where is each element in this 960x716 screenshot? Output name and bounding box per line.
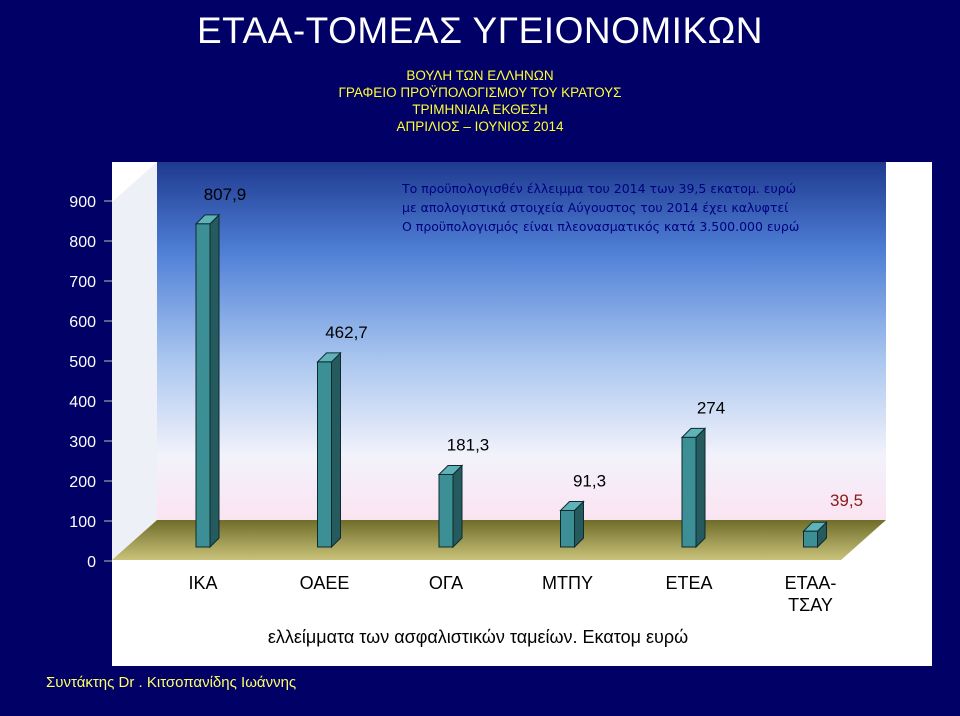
y-tick-label: 600: [69, 314, 96, 331]
chart-floor: [112, 520, 886, 560]
y-tick-label: 500: [69, 354, 96, 371]
bar-5: [680, 427, 707, 549]
annotation-line-3: Ο προϋπολογισμός είναι πλεονασματικός κα…: [402, 219, 799, 234]
y-tick-label: 200: [69, 474, 96, 491]
subtitle-line-period: ΑΠΡΙΛΙΟΣ – ΙΟΥΝΙΟΣ 2014: [396, 119, 564, 134]
bar-value-label: 181,3: [447, 435, 490, 454]
subtitle-line-budget-office: ΓΡΑΦΕΙΟ ΠΡΟΫΠΟΛΟΓΙΣΜΟΥ ΤΟΥ ΚΡΑΤΟΥΣ: [338, 85, 622, 100]
bar-3: [437, 464, 464, 549]
bar-front-face: [681, 436, 697, 548]
bar-side-face: [331, 351, 341, 549]
x-category-label: ΤΣΑΥ: [788, 595, 833, 615]
y-tick-label: 900: [69, 194, 96, 211]
bar-2: [316, 351, 342, 549]
annotation-line-2: με απολογιστικά στοιχεία Αύγουστος του 2…: [402, 200, 789, 215]
x-category-label: ΕΤΑΑ-: [785, 573, 837, 593]
subtitle-line-report: ΤΡΙΜΗΝΙΑΙΑ ΕΚΘΕΣΗ: [412, 102, 548, 117]
subtitle-line-parliament: ΒΟΥΛΗ ΤΩΝ ΕΛΛΗΝΩΝ: [406, 68, 554, 83]
bar-value-label: 462,7: [325, 323, 368, 342]
bar-front-face: [317, 361, 332, 548]
x-category-label: ΟΑΕΕ: [300, 573, 350, 593]
bar-1: [194, 213, 221, 549]
bar-value-label: 39,5: [830, 491, 863, 510]
y-tick-label: 300: [69, 434, 96, 451]
bar-front-face: [195, 223, 211, 548]
x-axis-title: ελλείμματα των ασφαλιστικών ταμείων. Εκα…: [268, 627, 688, 647]
x-category-label: ΙΚΑ: [188, 573, 217, 593]
chart-annotation: Το προϋπολογισθέν έλλειμμα του 2014 των …: [401, 181, 799, 234]
chart-back-wall: [157, 162, 886, 520]
bar-side-face: [209, 213, 220, 549]
y-tick-label: 0: [87, 554, 96, 571]
bar-front-face: [803, 530, 818, 548]
bar-value-label: 807,9: [204, 185, 247, 204]
bar-value-label: 91,3: [573, 471, 606, 490]
y-tick-label: 400: [69, 394, 96, 411]
bar-value-label: 274: [697, 398, 725, 417]
page-title: ΕΤΑΑ-ΤΟΜΕΑΣ ΥΓΕΙΟΝΟΜΙΚΩΝ: [196, 10, 764, 51]
x-category-label: ΕΤΕΑ: [665, 573, 712, 593]
chart-left-wall: [112, 162, 157, 560]
y-tick-label: 700: [69, 274, 96, 291]
y-axis: 0 100 200 300 400 500 600 700 800 900: [69, 194, 112, 571]
bar-side-face: [452, 464, 463, 549]
bars: [194, 213, 828, 549]
x-category-label: ΟΓΑ: [429, 573, 463, 593]
bar-front-face: [438, 473, 454, 548]
author-credit: Συντάκτης Dr . Κιτσοπανίδης Ιωάννης: [46, 674, 297, 691]
annotation-line-1: Το προϋπολογισθέν έλλειμμα του 2014 των …: [401, 181, 796, 196]
bar-value-labels: 807,9 462,7 181,3 91,3 274 39,5: [204, 185, 863, 510]
x-axis: ΙΚΑ ΟΑΕΕ ΟΓΑ ΜΤΠΥ ΕΤΕΑ ΕΤΑΑ-ΤΣΑΥ: [188, 573, 836, 615]
y-tick-label: 800: [69, 234, 96, 251]
x-category-label: ΜΤΠΥ: [542, 573, 593, 593]
bar-6: [802, 520, 828, 549]
bar-4: [559, 500, 585, 549]
bar-side-face: [695, 427, 706, 549]
y-tick-label: 100: [69, 514, 96, 531]
bar-front-face: [560, 509, 575, 548]
subtitle-block: ΒΟΥΛΗ ΤΩΝ ΕΛΛΗΝΩΝ ΓΡΑΦΕΙΟ ΠΡΟΫΠΟΛΟΓΙΣΜΟΥ…: [0, 67, 960, 135]
